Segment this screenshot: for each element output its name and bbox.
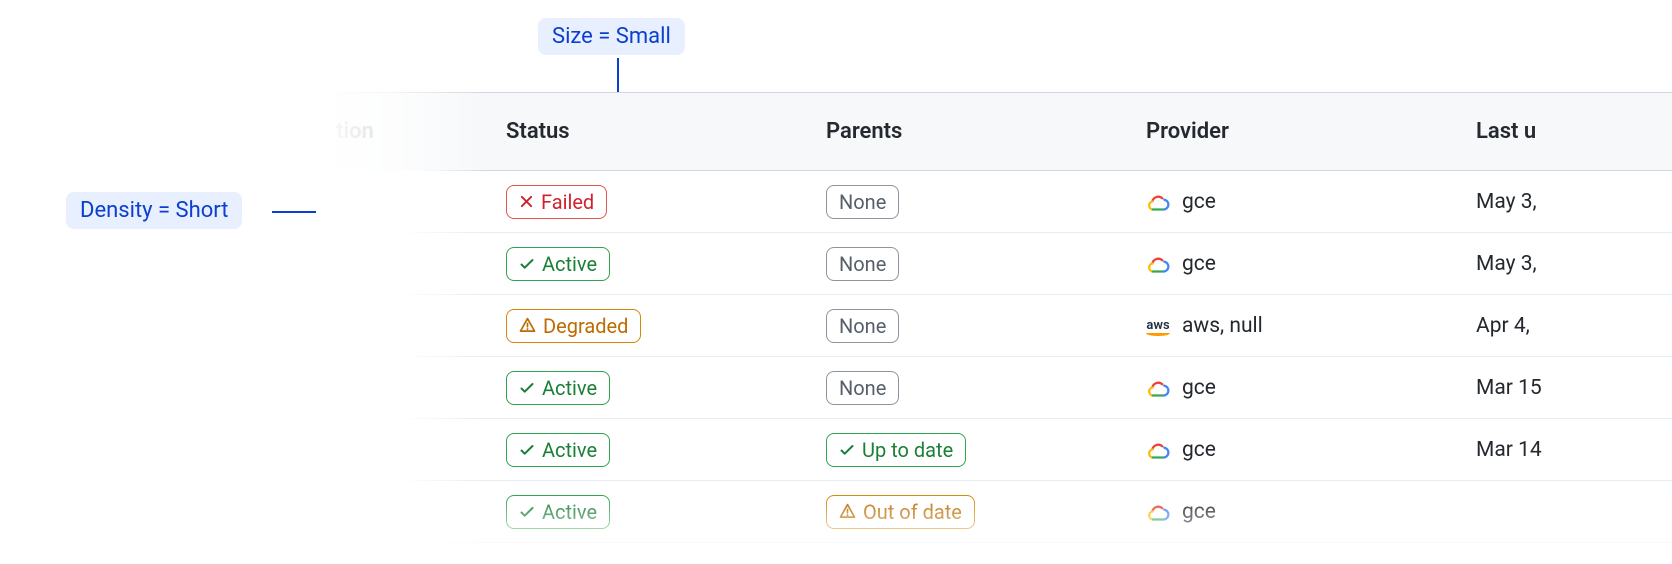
- cell-status: Failed: [486, 185, 806, 219]
- check-icon: [839, 442, 855, 458]
- table-row[interactable]: Failed None gce May 3,: [316, 171, 1672, 233]
- gce-icon: [1146, 190, 1170, 214]
- column-header-parents[interactable]: Parents: [806, 119, 1126, 144]
- check-icon: [519, 256, 535, 272]
- status-label: Failed: [541, 189, 594, 215]
- column-header-last[interactable]: Last u: [1456, 119, 1672, 144]
- gce-icon: [1146, 438, 1170, 462]
- cell-provider: gce: [1126, 376, 1456, 400]
- last-updated-value: Mar 14: [1476, 438, 1542, 462]
- status-badge: Active: [506, 247, 610, 281]
- provider-label: aws, null: [1182, 314, 1263, 338]
- parents-label: None: [839, 189, 886, 215]
- gce-icon: [1146, 252, 1170, 276]
- cell-provider: aws aws, null: [1126, 314, 1456, 338]
- last-updated-value: May 3,: [1476, 190, 1537, 214]
- provider-label: gce: [1182, 500, 1216, 524]
- status-badge: Active: [506, 433, 610, 467]
- cell-last-updated: Mar 14: [1456, 438, 1672, 462]
- cell-provider: gce: [1126, 500, 1456, 524]
- aws-icon: aws: [1146, 314, 1170, 338]
- callout-size: Size = Small: [538, 18, 685, 55]
- gce-icon: [1146, 500, 1170, 524]
- column-header-status[interactable]: Status: [486, 119, 806, 144]
- column-header-cropped-label: tion: [336, 119, 374, 144]
- last-updated-value: Mar 15: [1476, 376, 1542, 400]
- cell-parents: None: [806, 185, 1126, 219]
- cell-parents: None: [806, 309, 1126, 343]
- callout-size-label: Size = Small: [552, 24, 671, 49]
- last-updated-value: Apr 4,: [1476, 314, 1530, 338]
- cell-parents: None: [806, 371, 1126, 405]
- table-row[interactable]: Active None gce Mar 15: [316, 357, 1672, 419]
- check-icon: [519, 380, 535, 396]
- cell-parents: None: [806, 247, 1126, 281]
- warning-icon: [519, 317, 536, 334]
- table-header-row: tion Status Parents Provider Last u: [316, 93, 1672, 171]
- cell-status: Active: [486, 247, 806, 281]
- cell-provider: gce: [1126, 190, 1456, 214]
- column-header-provider-label: Provider: [1146, 119, 1229, 144]
- data-table: tion Status Parents Provider Last u Fail…: [316, 92, 1672, 543]
- parents-badge: None: [826, 371, 899, 405]
- parents-badge: Up to date: [826, 433, 966, 467]
- column-header-status-label: Status: [506, 119, 570, 144]
- cell-last-updated: Mar 15: [1456, 376, 1672, 400]
- status-label: Active: [542, 437, 597, 463]
- cell-status: Degraded: [486, 309, 806, 343]
- parents-badge: None: [826, 247, 899, 281]
- table-row[interactable]: Active None gce May 3,: [316, 233, 1672, 295]
- provider-label: gce: [1182, 438, 1216, 462]
- table-row[interactable]: Active Up to date gce Mar 14: [316, 419, 1672, 481]
- cell-last-updated: Apr 4,: [1456, 314, 1672, 338]
- parents-label: None: [839, 375, 886, 401]
- cell-status: Active: [486, 495, 806, 529]
- parents-label: Out of date: [863, 499, 962, 525]
- column-header-parents-label: Parents: [826, 119, 902, 144]
- cell-status: Active: [486, 371, 806, 405]
- status-label: Active: [542, 375, 597, 401]
- cell-parents: Out of date: [806, 495, 1126, 529]
- cell-last-updated: May 3,: [1456, 190, 1672, 214]
- callout-density: Density = Short: [66, 192, 242, 229]
- check-icon: [519, 504, 535, 520]
- column-header-provider[interactable]: Provider: [1126, 119, 1456, 144]
- parents-label: None: [839, 251, 886, 277]
- provider-label: gce: [1182, 190, 1216, 214]
- status-label: Active: [542, 499, 597, 525]
- parents-label: None: [839, 313, 886, 339]
- parents-badge: None: [826, 309, 899, 343]
- provider-label: gce: [1182, 376, 1216, 400]
- parents-label: Up to date: [862, 437, 953, 463]
- table-row[interactable]: Degraded None aws aws, null Apr 4,: [316, 295, 1672, 357]
- parents-badge: None: [826, 185, 899, 219]
- cell-provider: gce: [1126, 438, 1456, 462]
- warning-icon: [839, 503, 856, 520]
- status-label: Active: [542, 251, 597, 277]
- table-body: Failed None gce May 3, Active None gce May 3, De…: [316, 171, 1672, 543]
- provider-label: gce: [1182, 252, 1216, 276]
- status-label: Degraded: [543, 313, 628, 339]
- status-badge: Failed: [506, 185, 607, 219]
- gce-icon: [1146, 376, 1170, 400]
- table-row[interactable]: Active Out of date gce: [316, 481, 1672, 543]
- status-badge: Degraded: [506, 309, 641, 343]
- cell-last-updated: May 3,: [1456, 252, 1672, 276]
- cell-parents: Up to date: [806, 433, 1126, 467]
- status-badge: Active: [506, 371, 610, 405]
- parents-badge: Out of date: [826, 495, 975, 529]
- cell-status: Active: [486, 433, 806, 467]
- column-header-last-label: Last u: [1476, 119, 1536, 144]
- x-icon: [519, 194, 534, 209]
- cell-provider: gce: [1126, 252, 1456, 276]
- last-updated-value: May 3,: [1476, 252, 1537, 276]
- status-badge: Active: [506, 495, 610, 529]
- check-icon: [519, 442, 535, 458]
- callout-density-label: Density = Short: [80, 198, 228, 223]
- column-header-cropped[interactable]: tion: [316, 119, 486, 144]
